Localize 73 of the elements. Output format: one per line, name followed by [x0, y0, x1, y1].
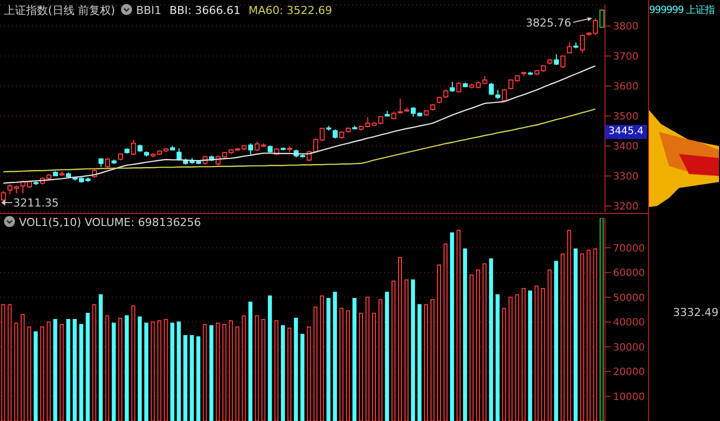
candlestick	[248, 142, 254, 156]
text: 999999 上证指	[649, 4, 714, 17]
bar	[384, 292, 389, 421]
y-tick-label: 20000	[613, 367, 645, 378]
bar	[34, 331, 38, 421]
bar	[209, 325, 214, 421]
y-tick-label: 3800	[613, 22, 638, 33]
bar	[489, 258, 494, 421]
candlestick	[450, 81, 455, 92]
bar	[352, 298, 356, 421]
bar	[138, 316, 142, 421]
bar	[79, 324, 84, 421]
candlestick	[560, 54, 566, 68]
y-tick-label: 3200	[613, 202, 638, 213]
chart-subtitle: BBI1	[136, 4, 162, 17]
candlestick	[580, 34, 585, 54]
y-tick-label: 30000	[613, 342, 645, 354]
y-tick-label: 3300	[613, 172, 638, 183]
bar	[574, 248, 578, 421]
bar	[450, 232, 454, 421]
candlestick	[502, 88, 507, 102]
y-tick-label: 3700	[613, 52, 638, 63]
bar	[72, 319, 77, 421]
candlestick	[105, 158, 110, 168]
candlestick	[488, 82, 494, 96]
y-tick-label: 70000	[613, 243, 645, 254]
bar	[98, 294, 103, 421]
text: MA60: 3522.69	[248, 4, 332, 17]
bar	[268, 295, 272, 421]
chart-title: VOL1(5,10) VOLUME: 698136256	[18, 216, 201, 229]
bar	[53, 319, 58, 421]
y-tick-label: 40000	[613, 318, 645, 329]
bar	[418, 304, 422, 421]
candlestick	[456, 82, 462, 94]
y-tick-label: 50000	[613, 292, 645, 304]
bar	[66, 319, 70, 421]
bar	[332, 292, 337, 421]
candlestick	[332, 128, 338, 139]
text: 3332.49	[673, 306, 718, 319]
bar	[112, 322, 116, 421]
bar	[326, 298, 330, 421]
annotation: 3445.4	[605, 125, 647, 140]
candlestick	[131, 140, 136, 156]
bar	[280, 325, 285, 421]
y-tick-label: 3400	[613, 142, 638, 153]
bar	[196, 336, 200, 421]
bar	[86, 312, 90, 421]
y-tick-label: 10000	[613, 392, 645, 403]
annotation: 3825.76	[526, 16, 572, 30]
y-tick-label: 60000	[613, 268, 645, 280]
bar	[190, 335, 194, 421]
bar	[528, 290, 532, 421]
bar	[183, 335, 188, 421]
line-series	[2, 108, 596, 172]
candlestick	[554, 54, 559, 66]
annotation: 3211.35	[13, 196, 59, 210]
chart-title: 上证指数(日线 前复权)	[4, 4, 116, 17]
candlestick	[495, 89, 500, 100]
bar	[294, 318, 298, 421]
bar	[144, 322, 148, 421]
bar	[124, 315, 129, 421]
text: BBI: 3666.61	[169, 4, 240, 17]
bar	[411, 279, 416, 421]
bar	[496, 294, 500, 421]
bar	[300, 334, 304, 421]
bar	[248, 302, 252, 421]
candlestick	[566, 42, 572, 54]
y-tick-label: 3600	[613, 82, 638, 93]
bar	[463, 248, 468, 421]
bar	[176, 321, 181, 421]
y-tick-label: 3500	[613, 112, 638, 123]
bar	[554, 260, 558, 421]
bar	[170, 322, 174, 421]
